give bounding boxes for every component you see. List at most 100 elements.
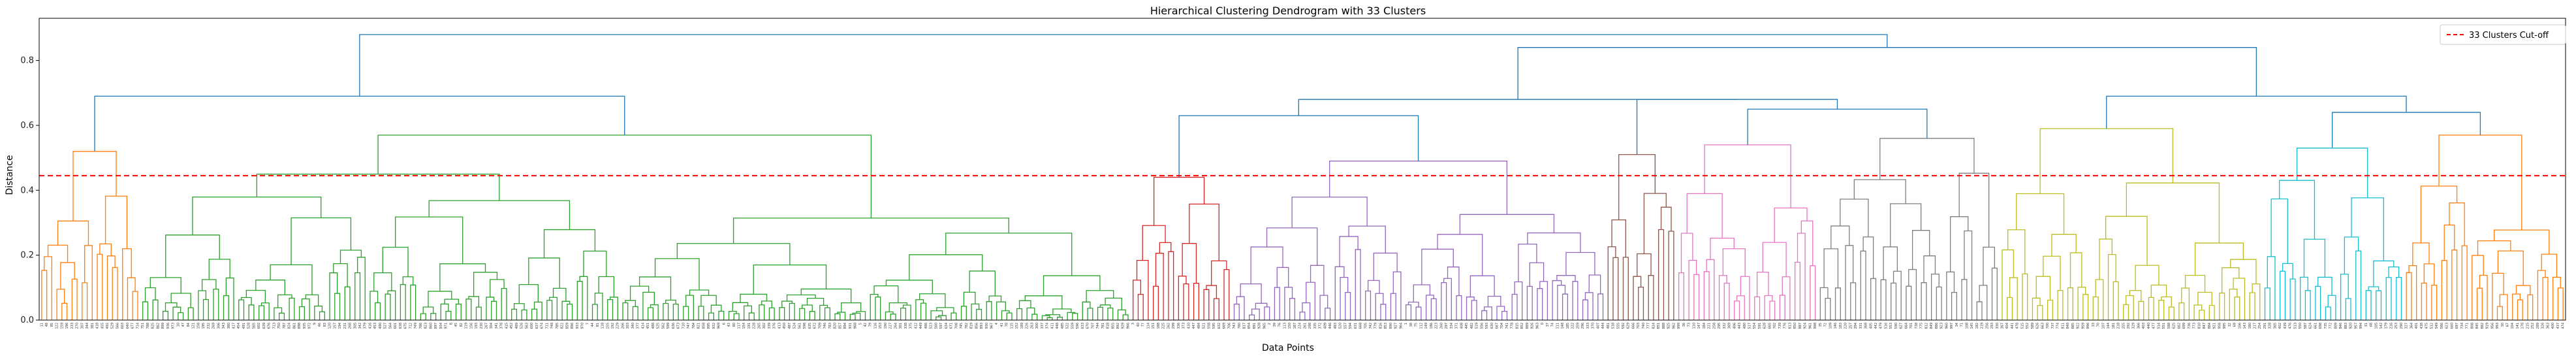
leaf-label: 109 <box>1829 323 1832 329</box>
leaf-label: 706 <box>1227 323 1231 329</box>
dendrogram-link <box>1223 268 1230 320</box>
dendrogram-link <box>2158 300 2165 320</box>
dendrogram-link <box>1722 248 1746 277</box>
dendrogram-link <box>1240 283 1262 304</box>
dendrogram-link <box>465 299 472 320</box>
dendrogram-link <box>61 302 68 320</box>
leaf-label: 226 <box>1026 323 1029 329</box>
dendrogram-link <box>888 302 907 312</box>
dendrogram-link <box>1182 243 1197 283</box>
leaf-label: 819 <box>970 323 974 329</box>
leaf-label: 442 <box>1874 323 1878 329</box>
leaf-label: 936 <box>166 323 170 329</box>
leaf-label: 82 <box>460 323 463 327</box>
leaf-label: 372 <box>1319 323 1323 329</box>
dendrogram-link <box>806 297 825 306</box>
dendrogram-link <box>2408 265 2417 320</box>
dendrogram-link <box>689 289 710 296</box>
legend-box <box>2440 24 2566 45</box>
leaf-label: 336 <box>1177 323 1181 329</box>
leaf-label: 367 <box>2000 323 2004 329</box>
dendrogram-link <box>1043 275 1101 296</box>
x-axis-label: Data Points <box>1262 343 1314 353</box>
dendrogram-link <box>1183 283 1189 320</box>
dendrogram-link <box>1797 233 1806 320</box>
dendrogram-link <box>607 299 614 320</box>
leaf-label: 328 <box>2269 323 2272 329</box>
leaf-label: 637 <box>535 323 539 329</box>
dendrogram-link <box>2113 281 2119 320</box>
leaf-label: 252 <box>2531 323 2535 329</box>
dendrogram-link <box>1236 296 1245 320</box>
dendrogram-link <box>1443 278 1452 320</box>
leaf-label: 5 <box>858 323 862 325</box>
dendrogram-link <box>1668 231 1674 320</box>
leaf-label: 887 <box>1798 323 1802 329</box>
leaf-label: 855 <box>1111 323 1115 329</box>
leaf-label: 934 <box>439 323 443 329</box>
leaf-label: 897 <box>434 323 438 329</box>
dendrogram-link <box>733 313 740 320</box>
leaf-label: 558 <box>1207 323 1211 329</box>
leaf-label: 292 <box>2127 323 2131 329</box>
leaf-label: 773 <box>2193 323 2197 329</box>
dendrogram-link <box>2069 252 2082 288</box>
leaf-label: 520 <box>1339 323 1343 329</box>
leaf-label: 860 <box>429 323 433 329</box>
leaf-label: 329 <box>2132 323 2136 329</box>
dendrogram-link <box>902 304 911 320</box>
dendrogram-link <box>2368 286 2380 291</box>
dendrogram-link <box>2099 238 2113 280</box>
dendrogram-link <box>334 293 341 320</box>
leaf-label: 923 <box>1940 323 1944 329</box>
leaf-label: 363 <box>2546 323 2550 329</box>
leaf-label: 893 <box>980 323 984 329</box>
leaf-label: 265 <box>757 323 761 329</box>
leaf-label: 4 <box>995 323 999 325</box>
leaf-label: 967 <box>990 323 994 329</box>
leaf-label: 676 <box>268 323 272 329</box>
dendrogram-link <box>41 270 48 320</box>
dendrogram-link <box>528 257 560 289</box>
leaf-label: 445 <box>1465 323 1469 329</box>
leaf-label: 405 <box>1869 323 1873 329</box>
leaf-label: 674 <box>541 323 544 329</box>
leaf-label: 774 <box>2056 323 2060 329</box>
leaf-label: 409 <box>1323 323 1327 329</box>
dendrogram-link <box>2373 260 2395 287</box>
dendrogram-link <box>2193 304 2203 320</box>
leaf-label: 809 <box>2334 323 2338 329</box>
leaf-label: 180 <box>2248 323 2252 329</box>
leaf-label: 233 <box>71 323 74 329</box>
dendrogram-link <box>60 262 75 289</box>
leaf-label: 922 <box>2077 323 2081 329</box>
leaf-label: 110 <box>1692 323 1696 329</box>
dendrogram-link <box>428 200 571 230</box>
leaf-label: 523 <box>930 323 934 329</box>
leaf-label: 888 <box>1662 323 1666 329</box>
dendrogram-link <box>841 302 862 313</box>
dendrogram-link <box>531 308 538 320</box>
dendrogram-link <box>1430 298 1437 320</box>
leaf-label: 590 <box>1894 323 1898 329</box>
leaf-label: 79 <box>869 323 873 327</box>
dendrogram-link <box>2082 294 2089 320</box>
leaf-label: 218 <box>2117 323 2121 329</box>
dendrogram-link <box>2022 273 2028 320</box>
leaf-label: 437 <box>2556 323 2560 329</box>
dendrogram-link <box>1950 216 1969 272</box>
dendrogram-link <box>2181 287 2190 320</box>
leaf-label: 333 <box>1586 323 1590 329</box>
leaf-label: 193 <box>475 323 479 329</box>
dendrogram-link <box>1086 290 1114 302</box>
dendrogram-link <box>1340 276 1349 320</box>
leaf-label: 898 <box>298 323 302 329</box>
leaf-label: 114 <box>1146 323 1150 329</box>
dendrogram-link <box>654 258 700 291</box>
leaf-label: 745 <box>960 323 964 329</box>
dendrogram-link <box>71 278 78 320</box>
leaf-label: 741 <box>1505 323 1509 329</box>
leaf-label: 551 <box>2162 323 2166 329</box>
dendrogram-link <box>2126 182 2220 244</box>
dendrogram-link <box>2396 276 2402 320</box>
